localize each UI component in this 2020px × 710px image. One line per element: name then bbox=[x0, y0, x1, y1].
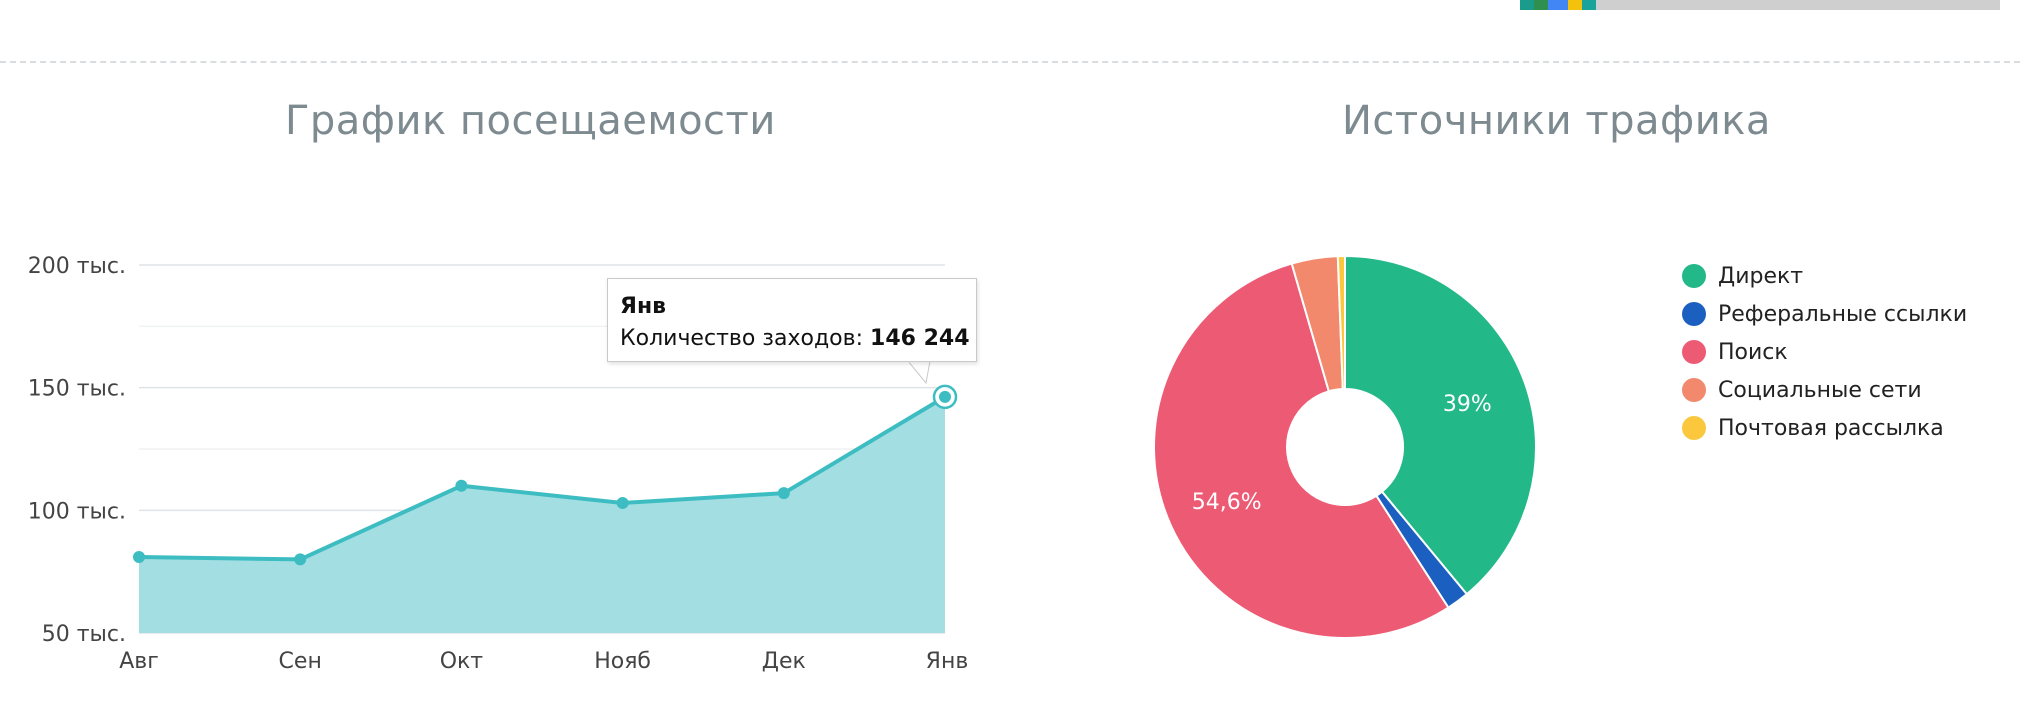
y-tick-label: 200 тыс. bbox=[28, 254, 126, 279]
top-strip-segment bbox=[1548, 0, 1568, 10]
series-line bbox=[138, 395, 947, 562]
data-point bbox=[939, 390, 951, 403]
x-tick-label: Сен bbox=[279, 649, 322, 674]
legend-label: Директ bbox=[1718, 263, 1804, 289]
legend-label: Поиск bbox=[1718, 339, 1788, 365]
traffic-sources-title: Источники трафика bbox=[1342, 98, 1771, 144]
y-tick-label: 100 тыс. bbox=[28, 499, 126, 524]
data-point bbox=[455, 479, 468, 492]
pie-slice bbox=[1336, 254, 1346, 391]
x-tick-label: Дек bbox=[762, 649, 806, 674]
y-tick-label: 150 тыс. bbox=[28, 377, 126, 402]
legend-item[interactable]: Социальные сети bbox=[1682, 371, 1967, 409]
section-divider bbox=[0, 61, 2020, 63]
top-color-strip bbox=[1520, 0, 2000, 10]
pie-slice bbox=[1153, 262, 1450, 639]
top-strip-segment bbox=[1520, 0, 1534, 10]
x-tick-label: Окт bbox=[440, 649, 484, 674]
pie-data-label: 54,6% bbox=[1192, 490, 1262, 515]
legend-label: Реферальные ссылки bbox=[1718, 301, 1968, 327]
legend-marker bbox=[1682, 416, 1706, 440]
legend-item[interactable]: Директ bbox=[1682, 257, 1967, 295]
pie-slice bbox=[1344, 254, 1537, 596]
tooltip-value: 146 244 bbox=[870, 326, 970, 351]
data-point bbox=[777, 487, 790, 500]
data-point bbox=[616, 496, 629, 509]
legend-marker bbox=[1682, 378, 1706, 402]
tooltip-category: Янв bbox=[620, 294, 667, 319]
legend-marker bbox=[1682, 264, 1706, 288]
x-tick-label: Нояб bbox=[594, 649, 651, 674]
y-tick-label: 50 тыс. bbox=[42, 622, 126, 647]
top-strip-segment bbox=[1582, 0, 1596, 10]
legend-marker bbox=[1682, 340, 1706, 364]
legend-marker bbox=[1682, 302, 1706, 326]
pie-legend: Директ Реферальные ссылки Поиск Социальные … bbox=[1682, 257, 1967, 447]
top-strip-segment bbox=[1534, 0, 1548, 10]
data-point bbox=[133, 550, 145, 563]
chart-tooltip: Янв Количество заходов: 146 244 bbox=[607, 278, 977, 362]
visits-chart-title: График посещаемости bbox=[285, 98, 776, 144]
pie-data-label: 39% bbox=[1443, 392, 1492, 417]
legend-item[interactable]: Почтовая рассылка bbox=[1682, 409, 1967, 447]
top-strip-segment bbox=[1568, 0, 1582, 10]
data-point bbox=[294, 553, 307, 566]
legend-item[interactable]: Поиск bbox=[1682, 333, 1967, 371]
x-tick-label: Авг bbox=[119, 649, 159, 674]
legend-label: Социальные сети bbox=[1718, 377, 1922, 403]
legend-label: Почтовая рассылка bbox=[1718, 415, 1944, 441]
legend-item[interactable]: Реферальные ссылки bbox=[1682, 295, 1967, 333]
top-strip-segment bbox=[1596, 0, 2000, 10]
x-tick-label: Янв bbox=[926, 649, 969, 674]
tooltip-arrow bbox=[906, 360, 931, 385]
visits-area-chart: 50 тыс. 100 тыс. 150 тыс. 200 тыс. Авг Сен Окт… bbox=[28, 254, 969, 674]
tooltip-label: Количество заходов: bbox=[620, 326, 871, 351]
area-fill bbox=[139, 396, 945, 633]
tooltip-line: Количество заходов: 146 244 bbox=[620, 323, 970, 355]
